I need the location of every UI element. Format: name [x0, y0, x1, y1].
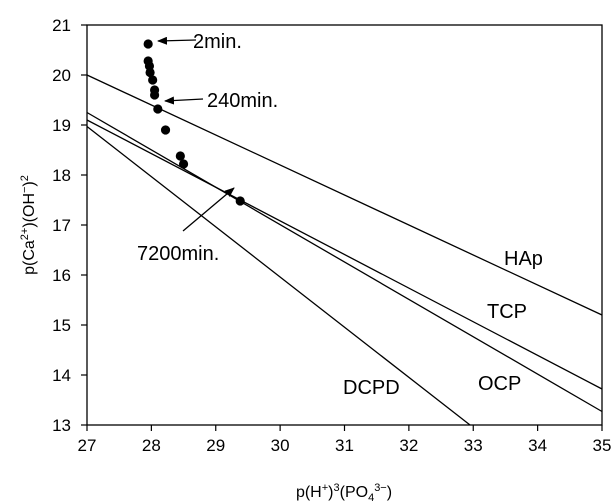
- annotation-arrow: [182, 187, 235, 232]
- x-axis-title: p(H+)3(PO43−): [296, 482, 392, 502]
- data-point: [148, 75, 158, 85]
- y-tick-label: 17: [52, 216, 71, 235]
- data-point: [143, 39, 153, 49]
- plot-area: [86, 24, 603, 426]
- annotations: 2min. 240min. 7200min.: [137, 31, 278, 265]
- axis-ticks: 27 28 29 30 31 32 33 34 35 13 14 15 16 17 18 19 20 21: [52, 16, 611, 455]
- y-tick-label: 19: [52, 116, 71, 135]
- x-tick-label: 27: [78, 436, 97, 455]
- series-line-hap: [86, 74, 603, 316]
- data-point: [175, 151, 185, 161]
- model-lines: [86, 74, 603, 426]
- x-tick-label: 28: [142, 436, 161, 455]
- series-line-ocp: [86, 111, 603, 413]
- data-point: [160, 125, 171, 135]
- annotation-label: 2min.: [193, 31, 242, 53]
- line-label-dcpd: DCPD: [343, 377, 400, 399]
- y-tick-label: 21: [52, 16, 71, 35]
- x-tick-label: 34: [528, 436, 547, 455]
- x-tick-label: 35: [593, 436, 612, 455]
- line-labels: HAp TCP OCP DCPD: [343, 248, 543, 399]
- line-label-ocp: OCP: [478, 373, 521, 395]
- series-line-tcp: [86, 119, 603, 390]
- annotation-arrow: [157, 36, 197, 45]
- line-label-tcp: TCP: [487, 301, 527, 323]
- x-tick-label: 31: [335, 436, 354, 455]
- series-line-dcpd: [86, 125, 471, 426]
- x-tick-label: 33: [464, 436, 483, 455]
- y-tick-label: 15: [52, 316, 71, 335]
- annotation-label: 7200min.: [137, 243, 219, 265]
- annotation-label: 240min.: [207, 90, 278, 112]
- x-tick-label: 32: [399, 436, 418, 455]
- data-points: [143, 39, 245, 206]
- y-tick-label: 18: [52, 166, 71, 185]
- data-point: [149, 90, 160, 100]
- data-point: [153, 104, 163, 114]
- y-tick-label: 14: [52, 366, 71, 385]
- data-point: [145, 67, 155, 78]
- x-tick-label: 30: [271, 436, 290, 455]
- y-tick-label: 16: [52, 266, 71, 285]
- y-axis-title: p(Ca2+)(OH−)2: [19, 175, 38, 275]
- data-point: [178, 159, 189, 169]
- x-tick-label: 29: [206, 436, 225, 455]
- y-tick-label: 20: [52, 66, 71, 85]
- data-point: [235, 196, 245, 206]
- line-label-hap: HAp: [504, 248, 543, 270]
- annotation-arrow: [164, 96, 204, 105]
- y-tick-label: 13: [52, 416, 71, 435]
